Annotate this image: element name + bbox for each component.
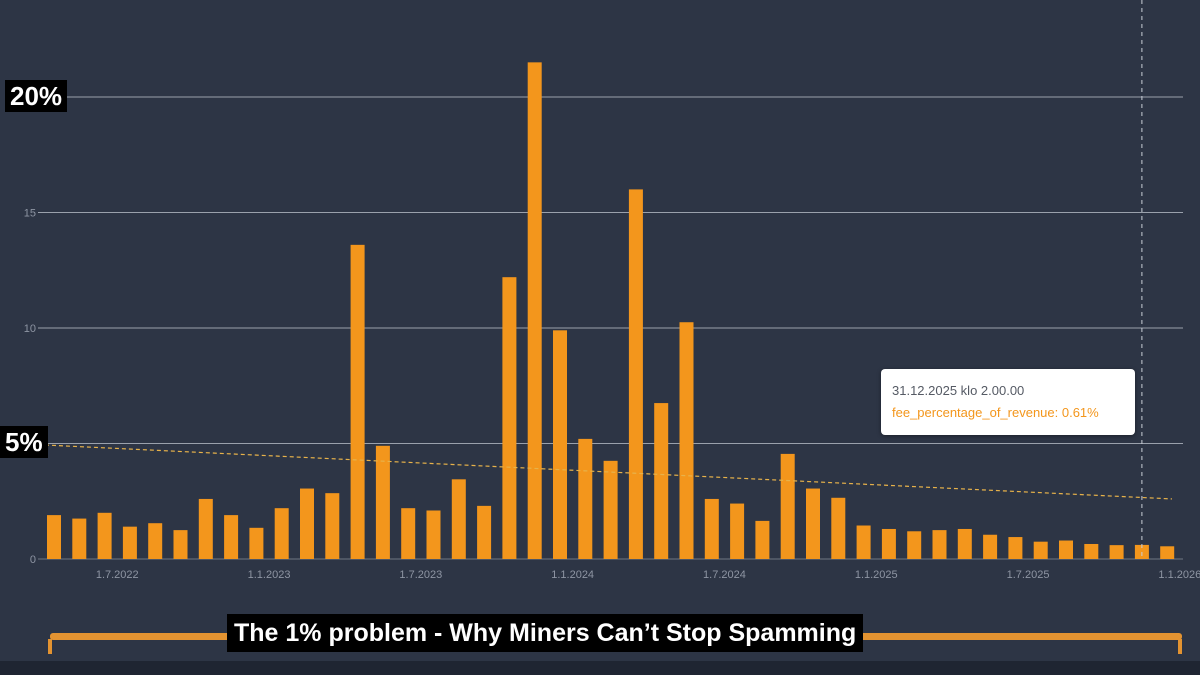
x-tick-label-2: 1.7.2023	[399, 569, 442, 581]
bar-0[interactable]	[47, 515, 61, 559]
x-tick-label-0: 1.7.2022	[96, 569, 139, 581]
bar-10[interactable]	[300, 488, 314, 559]
bar-6[interactable]	[198, 498, 213, 559]
bar-43[interactable]	[1134, 544, 1149, 559]
bar-42[interactable]	[1109, 545, 1124, 559]
trend-line	[37, 444, 1173, 500]
bar-12[interactable]	[350, 244, 365, 559]
y-tick-label-0: 0	[30, 554, 36, 566]
y-highlight-label-20: 20%	[5, 80, 68, 112]
chart-title: The 1% problem - Why Miners Can’t Stop S…	[227, 614, 864, 652]
bar-44[interactable]	[1160, 546, 1175, 559]
tooltip-series-value: fee_percentage_of_revenue: 0.61%	[892, 405, 1099, 420]
x-tick-label-1: 1.1.2023	[248, 569, 291, 581]
bar-13[interactable]	[375, 445, 390, 559]
bar-24[interactable]	[654, 403, 669, 559]
bar-18[interactable]	[502, 277, 517, 559]
bar-3[interactable]	[122, 526, 137, 559]
bar-7[interactable]	[224, 515, 239, 559]
bar-30[interactable]	[806, 488, 820, 559]
bar-4[interactable]	[148, 523, 163, 559]
bar-21[interactable]	[578, 438, 593, 559]
range-slider-left-handle[interactable]	[48, 639, 52, 654]
x-tick-label-4: 1.7.2024	[703, 569, 746, 581]
bar-9[interactable]	[274, 508, 289, 559]
bar-22[interactable]	[603, 460, 618, 559]
bar-1[interactable]	[72, 518, 87, 559]
bar-23[interactable]	[628, 189, 643, 559]
bar-41[interactable]	[1084, 543, 1099, 559]
x-tick-label-5: 1.1.2025	[855, 569, 898, 581]
bar-29[interactable]	[780, 453, 795, 559]
bottom-strip	[0, 661, 1200, 675]
bar-27[interactable]	[730, 503, 745, 559]
bar-31[interactable]	[831, 497, 846, 559]
bar-37[interactable]	[983, 534, 998, 559]
range-slider-right-handle[interactable]	[1178, 639, 1182, 654]
bar-8[interactable]	[249, 527, 264, 559]
bar-35[interactable]	[932, 530, 947, 559]
bar-36[interactable]	[957, 528, 972, 559]
x-tick-label-7: 1.1.2026	[1158, 569, 1200, 581]
bar-16[interactable]	[451, 479, 466, 559]
bar-15[interactable]	[426, 510, 441, 559]
y-highlight-label-5: 5%	[0, 426, 48, 458]
bar-26[interactable]	[704, 498, 719, 559]
y-tick-label-15: 15	[24, 208, 36, 220]
bar-2[interactable]	[97, 512, 112, 559]
bar-14[interactable]	[401, 508, 416, 559]
bar-40[interactable]	[1059, 540, 1073, 559]
bar-33[interactable]	[881, 528, 896, 559]
hover-tooltip: 31.12.2025 klo 2.00.00 fee_percentage_of…	[881, 369, 1135, 435]
bar-11[interactable]	[325, 493, 340, 559]
bar-34[interactable]	[907, 531, 922, 559]
bar-20[interactable]	[553, 330, 567, 559]
bar-32[interactable]	[856, 525, 871, 559]
bar-25[interactable]	[679, 322, 694, 559]
x-tick-label-6: 1.7.2025	[1007, 569, 1050, 581]
y-tick-label-10: 10	[24, 323, 36, 335]
bar-5[interactable]	[173, 530, 188, 559]
bar-39[interactable]	[1033, 541, 1048, 559]
tooltip-date: 31.12.2025 klo 2.00.00	[892, 383, 1025, 398]
bar-38[interactable]	[1008, 537, 1023, 559]
bar-28[interactable]	[755, 520, 770, 559]
bar-17[interactable]	[477, 505, 492, 559]
bar-19[interactable]	[527, 62, 542, 559]
x-tick-label-3: 1.1.2024	[551, 569, 594, 581]
